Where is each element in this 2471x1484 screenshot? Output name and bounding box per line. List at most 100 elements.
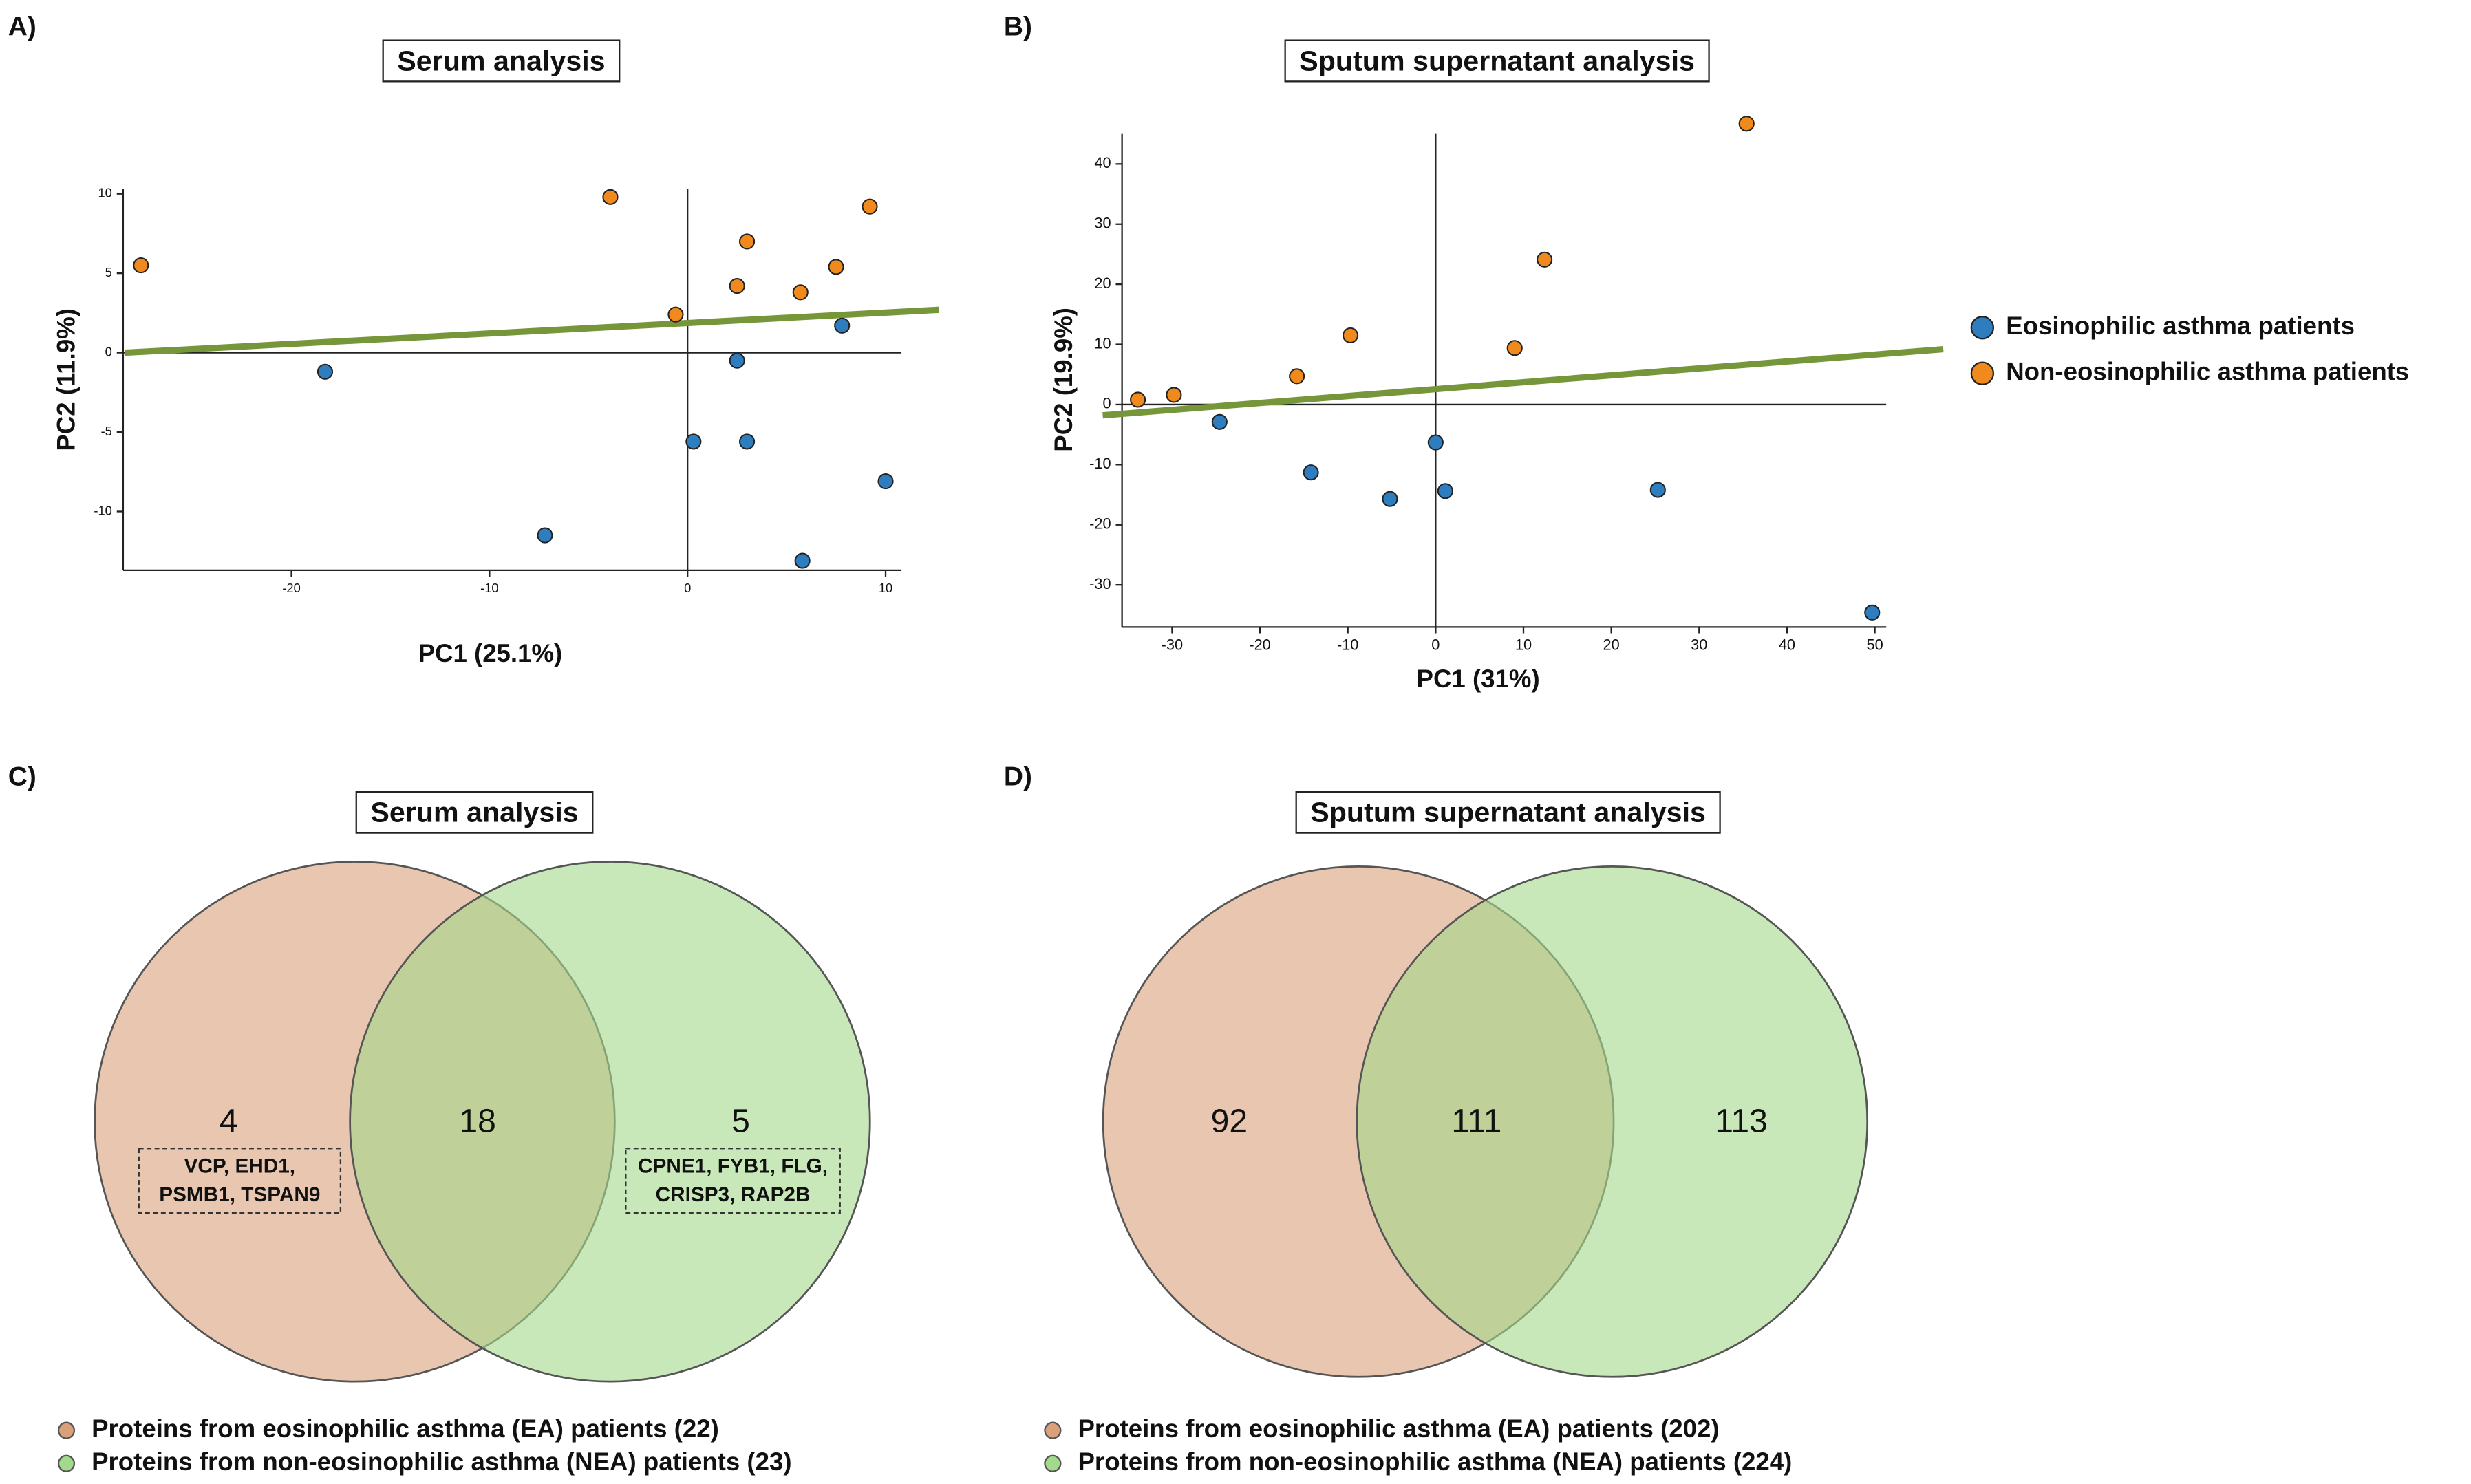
- panel-letter: C): [8, 762, 36, 791]
- point: [317, 363, 334, 380]
- panel-title: Serum analysis: [370, 797, 578, 828]
- region-count: 18: [459, 1102, 495, 1139]
- point: [794, 552, 811, 569]
- y-tick-label: -30: [1089, 575, 1111, 592]
- legend-marker: [1044, 1454, 1062, 1472]
- point: [792, 284, 809, 301]
- x-tick-label: 0: [1431, 636, 1440, 654]
- point: [1289, 368, 1305, 385]
- x-tick-label: -20: [1249, 636, 1270, 654]
- legend-label: Eosinophilic asthma patients: [2006, 312, 2355, 340]
- point: [1437, 483, 1453, 499]
- gene-list: CPNE1, FYB1, FLG,: [638, 1155, 828, 1178]
- y-tick-label: 20: [1094, 275, 1111, 292]
- y-tick-label: -10: [1089, 455, 1111, 472]
- y-tick-label: 30: [1094, 214, 1111, 231]
- panel-letter: A): [8, 12, 36, 41]
- region-count: 113: [1715, 1102, 1768, 1139]
- point: [1506, 340, 1523, 356]
- title-box: [1295, 791, 1721, 834]
- set-circle: [349, 861, 871, 1383]
- legend-label: Proteins from non-eosinophilic asthma (N…: [92, 1448, 791, 1476]
- x-axis-label: PC1 (31%): [1417, 665, 1540, 693]
- point: [877, 473, 894, 490]
- point: [738, 233, 756, 250]
- x-tick-label: 30: [1691, 636, 1707, 654]
- y-tick-label: -10: [94, 503, 111, 517]
- region-count: 111: [1451, 1102, 1501, 1139]
- x-tick-label: -10: [1337, 636, 1358, 654]
- point: [602, 189, 619, 205]
- x-tick-label: -10: [480, 581, 498, 595]
- panel-letter: D): [1004, 762, 1032, 791]
- gene-list: CRISP3, RAP2B: [656, 1183, 811, 1206]
- y-tick-label: 10: [98, 186, 112, 200]
- panel-title: Sputum supernatant analysis: [1299, 45, 1695, 76]
- gene-list: VCP, EHD1,: [184, 1155, 295, 1178]
- x-tick-label: 0: [684, 581, 691, 595]
- point: [729, 352, 745, 369]
- point: [1382, 491, 1398, 507]
- y-axis-label: PC2 (19.9%): [1049, 308, 1078, 452]
- point: [729, 278, 745, 294]
- point: [1130, 391, 1146, 408]
- panel-title: Sputum supernatant analysis: [1310, 797, 1706, 828]
- region-count: 92: [1211, 1102, 1248, 1139]
- legend-marker: [57, 1454, 76, 1472]
- point: [1738, 116, 1755, 132]
- point: [828, 259, 844, 275]
- y-axis-label: PC2 (11.9%): [52, 308, 80, 451]
- legend-label: Proteins from eosinophilic asthma (EA) p…: [92, 1415, 719, 1443]
- gene-list: PSMB1, TSPAN9: [159, 1183, 320, 1206]
- y-tick-label: -20: [1089, 515, 1111, 533]
- trend-line: [1102, 345, 1944, 419]
- legend-marker: [57, 1421, 76, 1439]
- x-tick-label: 40: [1779, 636, 1795, 654]
- point: [1303, 464, 1319, 481]
- trend-line: [125, 306, 939, 356]
- y-tick-label: 5: [105, 265, 112, 279]
- legend-label: Proteins from eosinophilic asthma (EA) p…: [1078, 1415, 1720, 1443]
- panel-title: Serum analysis: [397, 45, 605, 76]
- point: [1211, 413, 1228, 430]
- title-box: [1284, 39, 1710, 83]
- point: [738, 433, 756, 450]
- x-tick-label: -20: [282, 581, 300, 595]
- point: [1537, 251, 1553, 268]
- region-count: 5: [731, 1102, 750, 1139]
- legend-marker: [1970, 316, 1995, 340]
- gene-box: [625, 1148, 841, 1214]
- legend-label: Proteins from non-eosinophilic asthma (N…: [1078, 1448, 1793, 1476]
- x-tick-label: 50: [1866, 636, 1883, 654]
- point: [685, 433, 702, 450]
- point: [834, 317, 851, 334]
- x-tick-label: 10: [879, 581, 892, 595]
- x-tick-label: 20: [1603, 636, 1620, 654]
- point: [862, 198, 878, 215]
- title-box: [355, 791, 594, 834]
- point: [1427, 434, 1444, 451]
- point: [537, 527, 553, 544]
- y-tick-label: -5: [101, 424, 112, 438]
- region-count: 4: [220, 1102, 238, 1139]
- title-box: [382, 39, 621, 83]
- y-tick-label: 0: [105, 344, 112, 358]
- point: [1649, 482, 1666, 498]
- point: [1342, 327, 1359, 343]
- x-tick-label: 10: [1515, 636, 1532, 654]
- y-tick-label: 10: [1094, 334, 1111, 352]
- y-tick-label: 40: [1094, 154, 1111, 171]
- set-circle: [1356, 865, 1869, 1378]
- point: [133, 257, 149, 274]
- legend-marker: [1970, 361, 1995, 385]
- legend-marker: [1044, 1421, 1062, 1439]
- point: [1166, 387, 1182, 403]
- y-tick-label: 0: [1102, 395, 1111, 412]
- x-axis-label: PC1 (25.1%): [418, 639, 563, 667]
- point: [1864, 604, 1881, 621]
- x-tick-label: -30: [1162, 636, 1183, 654]
- point: [667, 306, 684, 323]
- gene-box: [138, 1148, 342, 1214]
